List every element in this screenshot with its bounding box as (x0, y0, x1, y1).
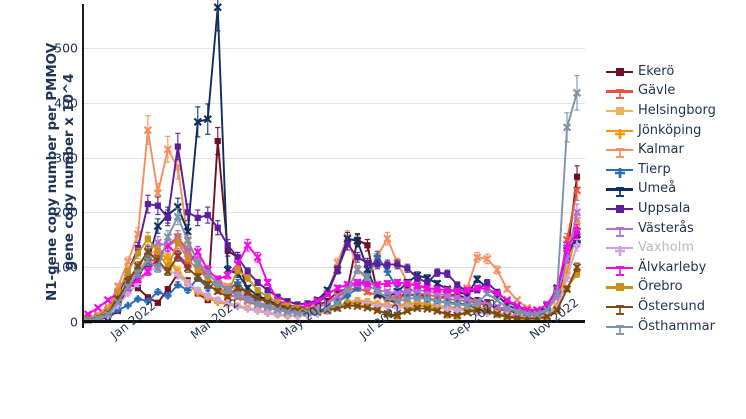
legend-item-v-ster-s[interactable]: Västerås (606, 219, 746, 239)
y-axis-tick-label: 200 (54, 204, 78, 220)
legend-item-label: Västerås (638, 220, 694, 236)
legend-item-label: Uppsala (638, 200, 691, 216)
legend-item-label: Helsingborg (638, 102, 716, 118)
legend-item-j-nk-ping[interactable]: Jönköping (606, 121, 746, 141)
gridline (82, 157, 585, 159)
legend-key-icon (606, 124, 633, 139)
gridline (82, 102, 585, 104)
legend-item-label: Örebro (638, 279, 683, 295)
legend-item-label: Östersund (638, 298, 705, 314)
legend-key-icon (606, 143, 633, 159)
y-axis-tick-label: 400 (54, 95, 78, 111)
legend-item-uppsala[interactable]: Uppsala (606, 199, 746, 219)
legend-key-icon (606, 65, 633, 79)
legend-item-label: Kalmar (638, 142, 684, 158)
y-axis-tick-label: 500 (54, 40, 78, 56)
legend: Ekerö Gävle Helsingborg Jönköping Kalmar Tier… (606, 62, 746, 336)
legend-item-label: Vaxholm (638, 240, 695, 256)
x-axis-line (82, 320, 585, 323)
legend-key-icon (606, 182, 633, 198)
legend-key-icon (606, 222, 633, 237)
legend-item--lvkarleby[interactable]: Älvkarleby (606, 258, 746, 278)
gridline (82, 267, 585, 269)
legend-item--stersund[interactable]: Östersund (606, 297, 746, 317)
plot-area (82, 0, 585, 325)
y-axis-tick-label: 0 (70, 314, 78, 330)
legend-item-label: Älvkarleby (638, 259, 707, 275)
y-axis-tick-labels: 0 100 200 300 400 500 (34, 4, 78, 329)
legend-item-kalmar[interactable]: Kalmar (606, 140, 746, 160)
legend-item-eker-[interactable]: Ekerö (606, 62, 746, 82)
legend-item--sthammar[interactable]: Östhammar (606, 317, 746, 337)
x-axis-tick-labels: Jan 2022 Mar 2022 May 2022 Jul 2022 Sep 2022… (82, 295, 585, 411)
legend-item-label: Gävle (638, 83, 676, 99)
legend-key-icon (606, 163, 633, 178)
legend-key-icon (606, 84, 633, 100)
legend-key-icon (606, 202, 633, 216)
gridline (82, 47, 585, 49)
y-axis-line (82, 4, 84, 328)
y-axis-tick-label: 300 (54, 150, 78, 166)
legend-item--rebro[interactable]: Örebro (606, 278, 746, 298)
series--stersund (83, 245, 582, 324)
legend-key-icon (606, 104, 633, 118)
y-axis-tick-label: 100 (54, 259, 78, 275)
series-ume- (83, 0, 582, 324)
legend-item-vaxholm[interactable]: Vaxholm (606, 238, 746, 258)
legend-item-label: Ekerö (638, 63, 675, 79)
legend-item-label: Tierp (638, 161, 671, 177)
series--sthammar (83, 75, 582, 325)
legend-key-icon (606, 300, 633, 315)
legend-item-g-vle[interactable]: Gävle (606, 82, 746, 102)
legend-key-icon (606, 320, 633, 335)
legend-key-icon (606, 280, 633, 294)
legend-item-label: Jönköping (638, 122, 702, 138)
line-chart-canvas (83, 0, 582, 325)
legend-item-label: Umeå (638, 181, 677, 197)
legend-item-tierp[interactable]: Tierp (606, 160, 746, 180)
legend-item-ume-[interactable]: Umeå (606, 180, 746, 200)
legend-item-helsingborg[interactable]: Helsingborg (606, 101, 746, 121)
legend-key-icon (606, 261, 633, 276)
gridline (82, 212, 585, 214)
legend-item-label: Östhammar (638, 318, 715, 334)
legend-key-icon (606, 241, 633, 257)
